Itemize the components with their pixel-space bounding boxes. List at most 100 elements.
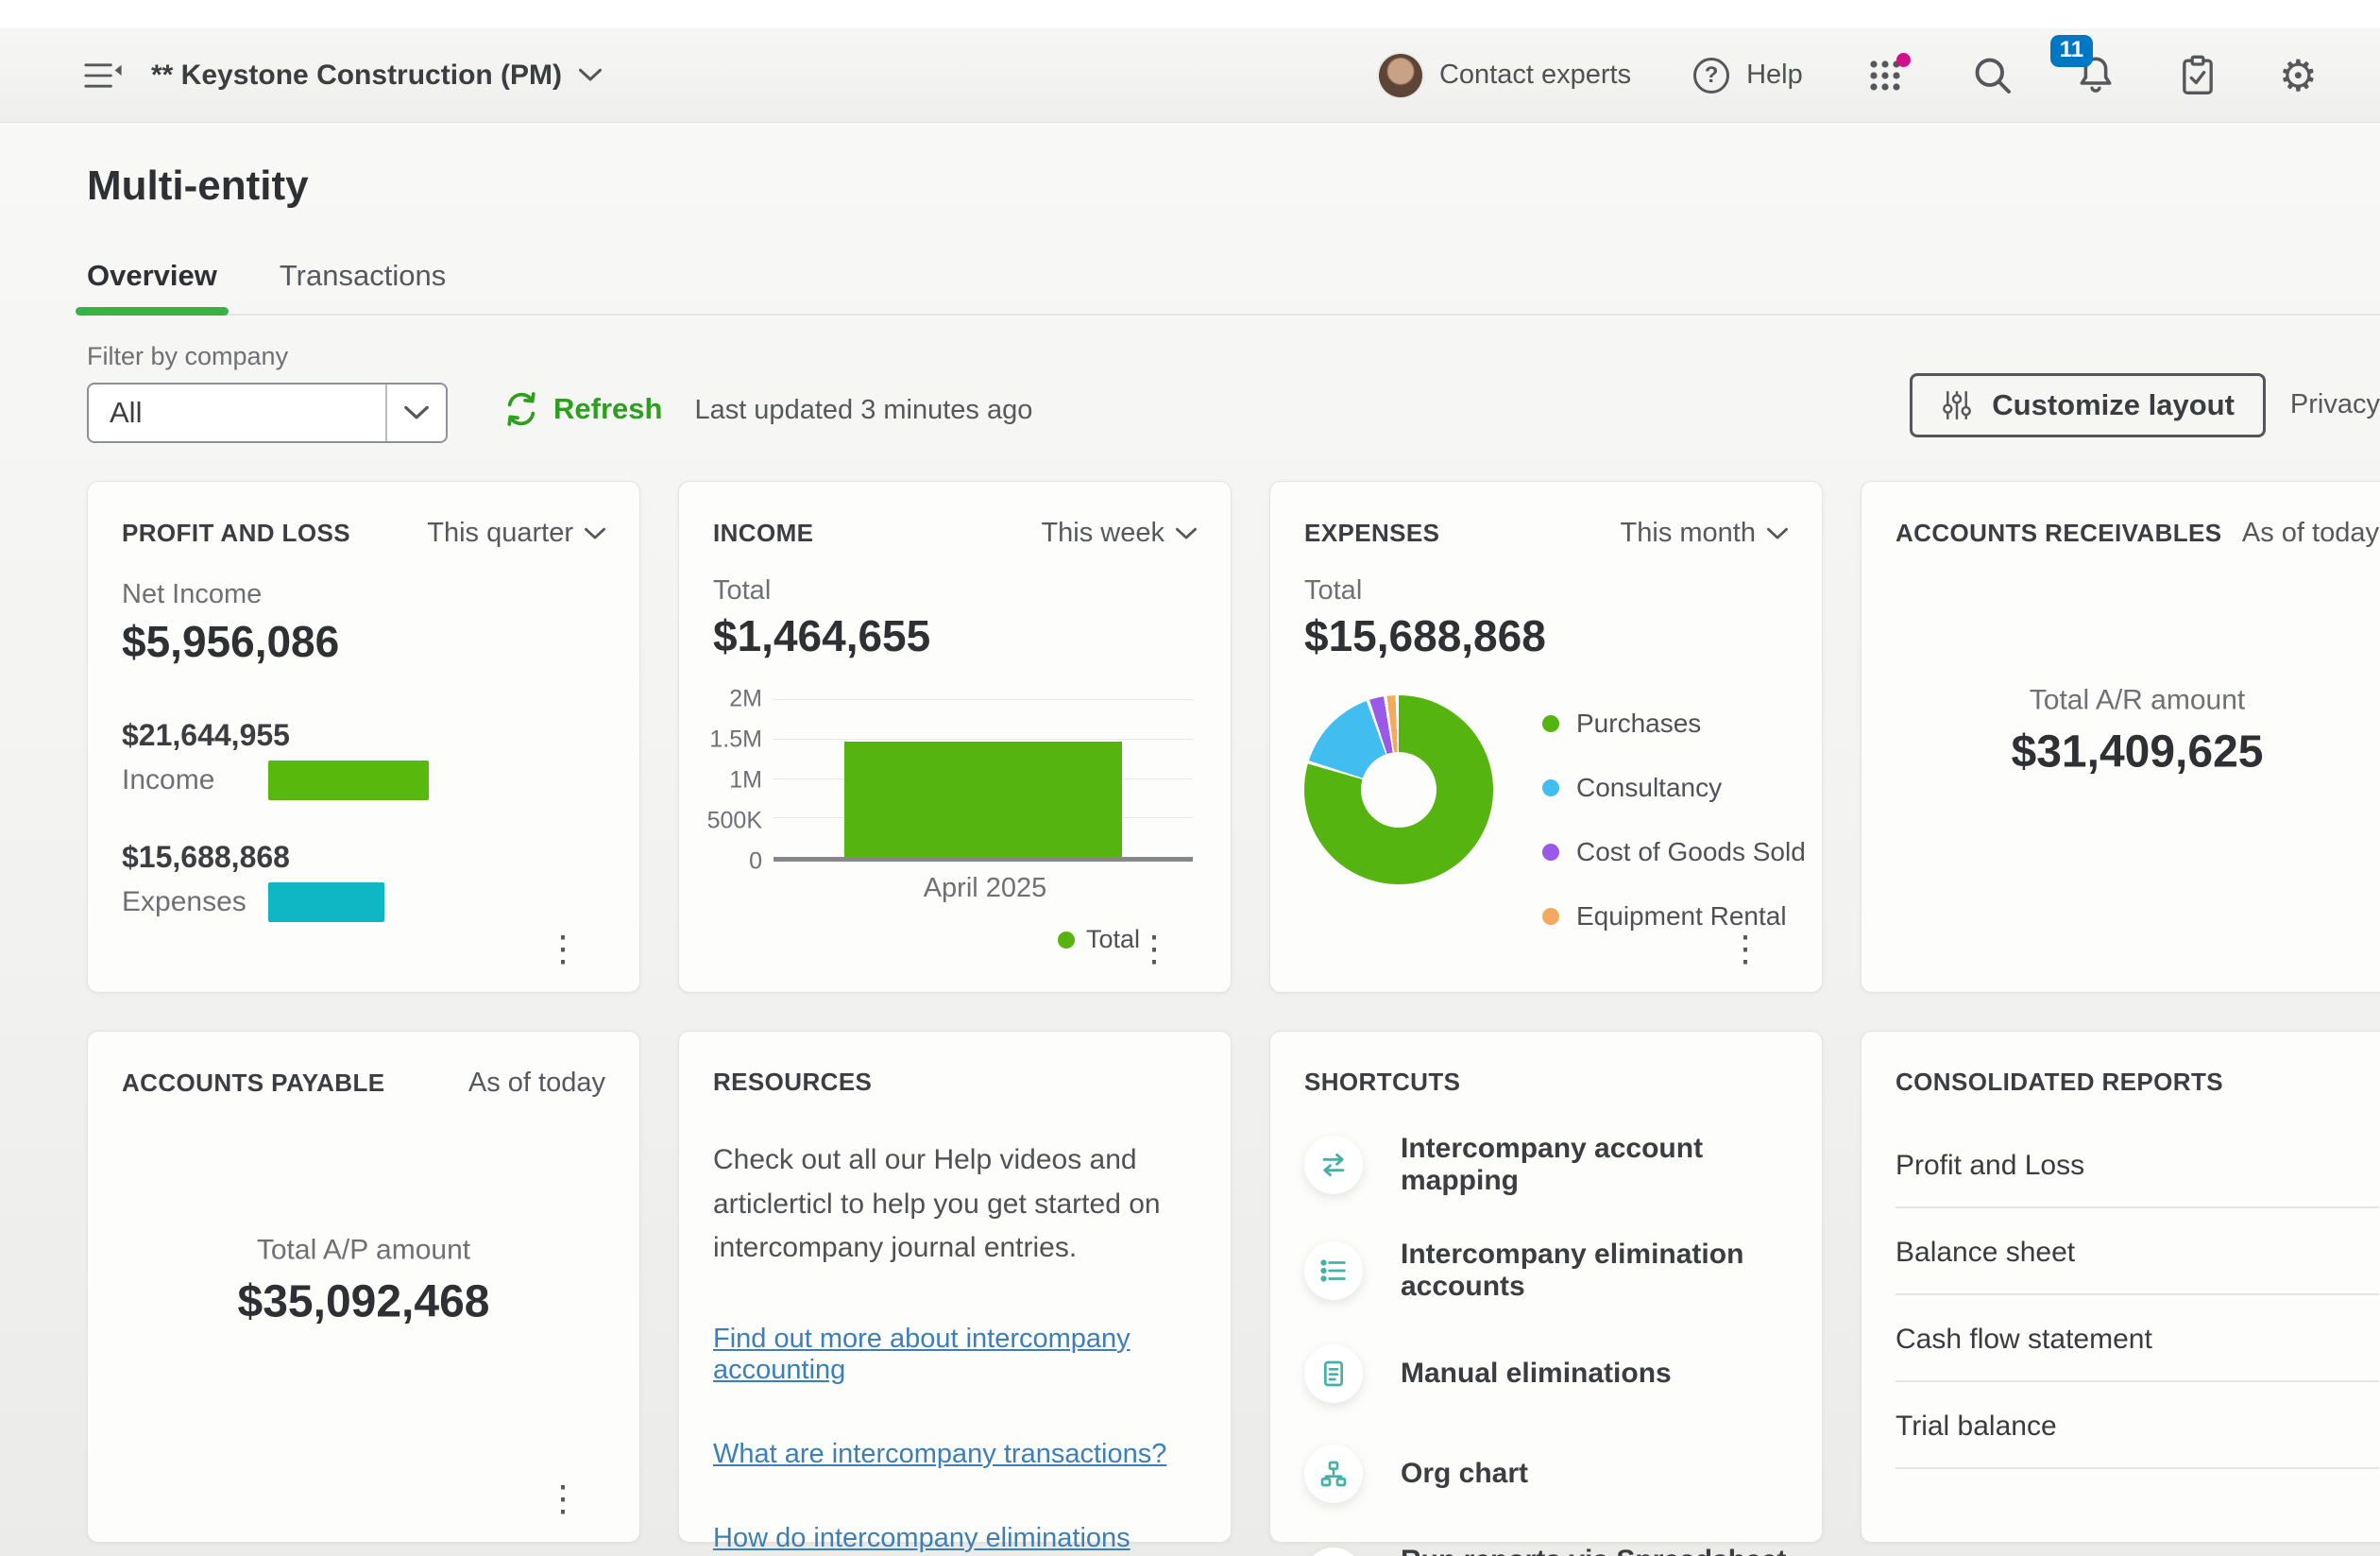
refresh-button[interactable]: Refresh — [502, 390, 662, 428]
legend-dot — [1542, 779, 1559, 796]
customize-layout-button[interactable]: Customize layout — [1910, 373, 2266, 437]
shortcut-manual-eliminations[interactable]: Manual eliminations — [1304, 1344, 1788, 1403]
chevron-down-icon — [1767, 527, 1788, 540]
search-icon — [1973, 56, 2013, 95]
filter-by-company-label: Filter by company — [87, 342, 448, 371]
receivables-period-label: As of today — [2242, 518, 2379, 549]
legend-item: Purchases — [1542, 709, 1806, 739]
consolidated-reports-card: CONSOLIDATED REPORTS Profit and Loss Bal… — [1861, 1031, 2380, 1543]
income-label: Income — [122, 764, 268, 796]
apps-notification-dot — [1896, 53, 1911, 67]
company-filter-select[interactable]: All — [87, 383, 448, 443]
kebab-menu-icon[interactable] — [1136, 932, 1172, 967]
topbar-right: Contact experts Help — [1379, 53, 2318, 98]
report-profit-and-loss[interactable]: Profit and Loss — [1896, 1121, 2379, 1208]
legend-label: Total — [1086, 925, 1140, 954]
income-card: INCOME This week Total $1,464,655 2M 1.5… — [678, 481, 1232, 993]
company-filter-value: All — [110, 396, 142, 430]
topbar-left: ** Keystone Construction (PM) — [83, 60, 602, 92]
kebab-menu-icon[interactable] — [1727, 932, 1763, 967]
y-tick: 1M — [729, 767, 762, 795]
shortcut-label: Manual eliminations — [1401, 1358, 1672, 1390]
company-switcher[interactable]: ** Keystone Construction (PM) — [151, 60, 602, 92]
total-income-bar — [844, 742, 1121, 857]
kebab-menu-icon[interactable] — [545, 1481, 581, 1517]
swap-arrows-icon — [1304, 1136, 1363, 1194]
notifications-badge: 11 — [2050, 35, 2093, 67]
link-intercompany-eliminations[interactable]: How do intercompany eliminations work? — [713, 1523, 1197, 1556]
window-top-strip — [0, 0, 2380, 28]
chevron-down-icon — [387, 405, 446, 420]
expenses-legend: Purchases Consultancy Cost of Goods Sold — [1542, 709, 1806, 932]
y-tick: 500K — [707, 808, 762, 835]
y-tick: 2M — [729, 686, 762, 713]
expenses-label: Expenses — [122, 886, 268, 918]
expert-avatar — [1379, 54, 1422, 97]
link-intercompany-transactions[interactable]: What are intercompany transactions? — [713, 1439, 1197, 1470]
hamburger-menu-icon[interactable] — [83, 60, 123, 92]
expenses-donut-chart: Purchases Consultancy Cost of Goods Sold — [1304, 695, 1788, 932]
reports-list: Profit and Loss Balance sheet Cash flow … — [1896, 1121, 2379, 1469]
expenses-total-amount: $15,688,868 — [1304, 610, 1788, 661]
notifications-button[interactable]: 11 — [2075, 54, 2116, 97]
apps-menu-button[interactable] — [1865, 53, 1911, 98]
income-total-amount: $1,464,655 — [713, 610, 1197, 661]
card-title: PROFIT AND LOSS — [122, 519, 350, 548]
shortcut-account-mapping[interactable]: Intercompany account mapping — [1304, 1133, 1788, 1197]
total-ap-label: Total A/P amount — [88, 1235, 639, 1267]
receivables-summary: Total A/R amount $31,409,625 — [1862, 685, 2380, 778]
income-bar-chart: 2M 1.5M 1M 500K 0 — [713, 699, 1197, 862]
tasks-button[interactable] — [2179, 55, 2217, 96]
report-balance-sheet[interactable]: Balance sheet — [1896, 1208, 2379, 1295]
shortcuts-list: Intercompany account mapping Intercompan… — [1304, 1133, 1788, 1556]
gear-icon: ⚙ — [2279, 54, 2318, 97]
income-legend: Total — [713, 925, 1140, 954]
legend-dot — [1542, 908, 1559, 925]
search-button[interactable] — [1973, 56, 2013, 95]
company-name: ** Keystone Construction (PM) — [151, 60, 562, 92]
expenses-bar — [268, 882, 384, 922]
help-button[interactable]: Help — [1693, 58, 1803, 94]
sliders-icon — [1941, 389, 1973, 421]
legend-label: Cost of Goods Sold — [1576, 837, 1806, 867]
shortcut-elimination-accounts[interactable]: Intercompany elimination accounts — [1304, 1239, 1788, 1303]
tab-overview[interactable]: Overview — [87, 259, 217, 314]
shortcut-label: Intercompany account mapping — [1401, 1133, 1788, 1197]
expenses-period-dropdown[interactable]: This month — [1621, 518, 1788, 549]
contact-experts-button[interactable]: Contact experts — [1379, 54, 1631, 97]
shortcuts-card: SHORTCUTS Intercompany account mapping — [1269, 1031, 1823, 1543]
income-period-dropdown[interactable]: This week — [1041, 518, 1197, 549]
link-intercompany-accounting[interactable]: Find out more about intercompany account… — [713, 1324, 1197, 1386]
shortcut-spreadsheet-sync[interactable]: Run reports via Spreadsheet Sync — [1304, 1545, 1788, 1556]
legend-label: Purchases — [1576, 709, 1701, 739]
report-cash-flow[interactable]: Cash flow statement — [1896, 1295, 2379, 1382]
period-value: As of today — [468, 1068, 605, 1099]
income-value: $21,644,955 — [122, 718, 605, 753]
profit-loss-period-dropdown[interactable]: This quarter — [427, 518, 605, 549]
legend-dot — [1542, 715, 1559, 732]
profit-and-loss-card: PROFIT AND LOSS This quarter Net Income … — [87, 481, 640, 993]
kebab-menu-icon[interactable] — [545, 932, 581, 967]
legend-label: Equipment Rental — [1576, 901, 1787, 932]
main-content: Multi-entity Overview Transactions Filte… — [0, 123, 2380, 1556]
net-income-amount: $5,956,086 — [122, 616, 605, 667]
resources-description: Check out all our Help videos and articl… — [713, 1138, 1197, 1271]
total-ar-label: Total A/R amount — [1862, 685, 2380, 717]
income-total-label: Total — [713, 575, 1197, 607]
accounts-receivables-card: ACCOUNTS RECEIVABLES As of today Total A… — [1861, 481, 2380, 993]
tab-transactions[interactable]: Transactions — [280, 259, 446, 314]
report-trial-balance[interactable]: Trial balance — [1896, 1382, 2379, 1469]
card-title: ACCOUNTS RECEIVABLES — [1896, 519, 2222, 548]
card-title: ACCOUNTS PAYABLE — [122, 1069, 385, 1098]
card-title: CONSOLIDATED REPORTS — [1896, 1068, 2223, 1097]
card-title: SHORTCUTS — [1304, 1068, 1460, 1097]
chevron-down-icon — [579, 68, 602, 82]
filter-toolbar: Filter by company All Refresh Last updat… — [87, 342, 2380, 443]
legend-item: Cost of Goods Sold — [1542, 837, 1806, 867]
settings-button[interactable]: ⚙ — [2279, 54, 2318, 97]
customize-layout-label: Customize layout — [1992, 388, 2235, 422]
spreadsheet-icon — [1304, 1547, 1363, 1556]
top-navigation-bar: ** Keystone Construction (PM) Contact ex… — [0, 28, 2380, 123]
shortcut-org-chart[interactable]: Org chart — [1304, 1445, 1788, 1503]
period-value: This week — [1041, 518, 1164, 549]
